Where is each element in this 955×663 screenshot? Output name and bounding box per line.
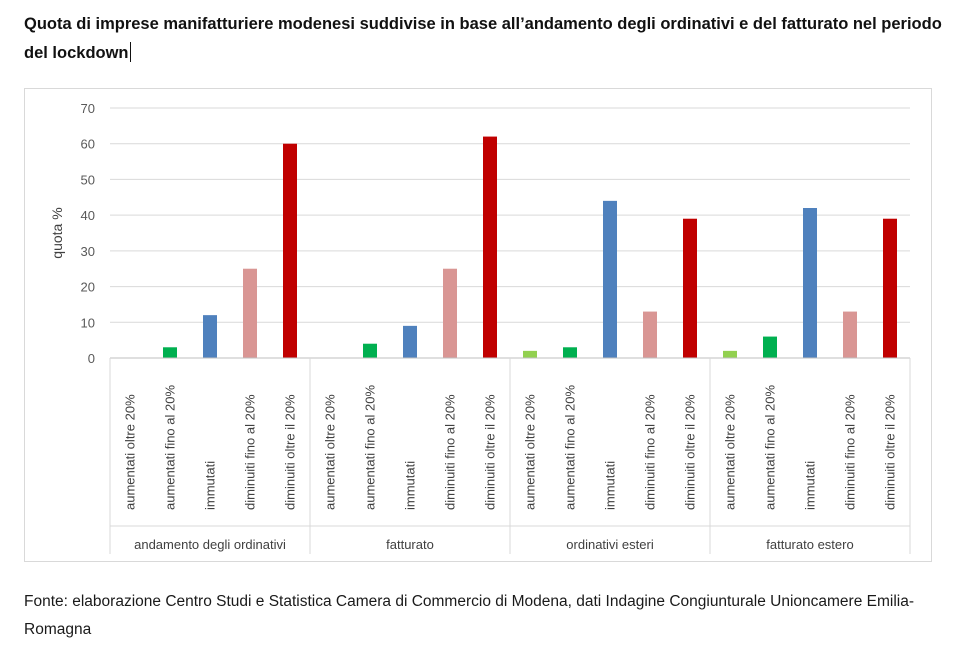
bar — [603, 200, 617, 358]
bar — [403, 325, 417, 358]
bar — [723, 350, 737, 358]
bar — [763, 336, 777, 358]
category-label: aumentati fino al 20% — [363, 385, 378, 510]
chart-title: Quota di imprese manifatturiere modenesi… — [24, 15, 942, 62]
chart-frame — [24, 88, 932, 562]
bars — [163, 136, 897, 358]
category-label: aumentati fino al 20% — [763, 385, 778, 510]
y-tick-label: 10 — [81, 315, 95, 330]
y-tick-label: 60 — [81, 137, 95, 152]
category-label: aumentati oltre 20% — [323, 394, 338, 510]
gridlines — [110, 107, 910, 323]
category-label: immutati — [803, 461, 818, 510]
source-note: Fonte: elaborazione Centro Studi e Stati… — [24, 593, 914, 638]
category-label: diminuiti fino al 20% — [643, 394, 658, 510]
bar — [883, 218, 897, 358]
y-tick-label: 40 — [81, 208, 95, 223]
category-label: diminuiti oltre il 20% — [283, 394, 298, 510]
bar — [803, 208, 817, 358]
bar — [243, 268, 257, 358]
category-label: immutati — [603, 461, 618, 510]
category-label: immutati — [403, 461, 418, 510]
category-label: aumentati oltre 20% — [123, 394, 138, 510]
bar — [283, 143, 297, 358]
category-label: aumentati fino al 20% — [563, 385, 578, 510]
group-label: andamento degli ordinativi — [134, 537, 286, 552]
category-label: diminuiti oltre il 20% — [683, 394, 698, 510]
y-tick-label: 30 — [81, 244, 95, 259]
bar — [643, 311, 657, 358]
group-label: fatturato — [386, 537, 434, 552]
bar — [843, 311, 857, 358]
category-label: aumentati fino al 20% — [163, 385, 178, 510]
y-tick-label: 70 — [81, 101, 95, 116]
category-label: diminuiti fino al 20% — [243, 394, 258, 510]
category-label: aumentati oltre 20% — [723, 394, 738, 510]
bar — [363, 343, 377, 358]
bar — [483, 136, 497, 358]
bar — [203, 315, 217, 358]
text-cursor — [129, 42, 131, 62]
y-tick-label: 20 — [81, 280, 95, 295]
bar — [563, 347, 577, 358]
category-label: diminuiti fino al 20% — [443, 394, 458, 510]
group-label: ordinativi esteri — [566, 537, 654, 552]
bar — [523, 350, 537, 358]
category-label: diminuiti oltre il 20% — [883, 394, 898, 510]
category-label: immutati — [203, 461, 218, 510]
group-labels: andamento degli ordinativi fatturato ordin… — [134, 537, 854, 552]
bar — [163, 347, 177, 358]
y-axis-ticks: 0 10 20 30 40 50 60 70 — [81, 101, 95, 366]
group-label: fatturato estero — [766, 537, 853, 552]
category-label: diminuiti fino al 20% — [843, 394, 858, 510]
category-label: aumentati oltre 20% — [523, 394, 538, 510]
bar — [683, 218, 697, 358]
x-axis — [109, 357, 911, 554]
y-tick-label: 0 — [88, 351, 95, 366]
bar — [443, 268, 457, 358]
y-axis-label: quota % — [49, 207, 65, 258]
category-label: diminuiti oltre il 20% — [483, 394, 498, 510]
category-labels: aumentati oltre 20% aumentati fino al 20%… — [123, 385, 898, 510]
y-tick-label: 50 — [81, 172, 95, 187]
